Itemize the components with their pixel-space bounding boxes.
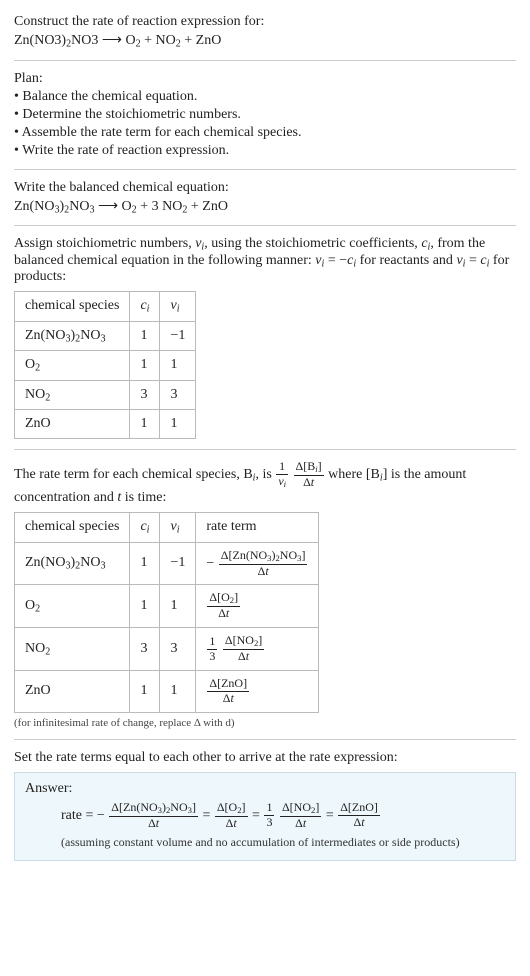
col-rate: rate term: [196, 513, 319, 543]
rate-term-table: chemical species ci νi rate term Zn(NO3)…: [14, 512, 319, 713]
divider: [14, 60, 516, 61]
table-row: NO23313 Δ[NO2]Δt: [15, 628, 319, 671]
cell-ci: 1: [130, 410, 160, 439]
cell-rate: Δ[ZnO]Δt: [196, 671, 319, 713]
plan-title: Plan:: [14, 71, 516, 87]
cell-vi: −1: [160, 542, 196, 585]
divider: [14, 739, 516, 740]
cell-ci: 1: [130, 585, 160, 628]
cell-vi: 3: [160, 628, 196, 671]
divider: [14, 225, 516, 226]
intro-pre: The rate term for each chemical species,…: [14, 467, 253, 482]
cell-vi: 3: [160, 380, 196, 410]
header-prompt: Construct the rate of reaction expressio…: [14, 14, 516, 30]
col-ci: ci: [130, 292, 160, 322]
final: Set the rate terms equal to each other t…: [14, 750, 516, 861]
answer-note: (assuming constant volume and no accumul…: [25, 835, 505, 850]
cell-species: O2: [15, 351, 130, 381]
col-vi: νi: [160, 292, 196, 322]
rate-term-intro: The rate term for each chemical species,…: [14, 460, 516, 506]
stoich-intro: Assign stoichiometric numbers, νi, using…: [14, 236, 516, 285]
cell-ci: 1: [130, 671, 160, 713]
balanced-title: Write the balanced chemical equation:: [14, 180, 516, 196]
frac-dB-dt: Δ[Bi]Δt: [294, 460, 324, 490]
answer-title: Answer:: [25, 781, 505, 797]
answer-box: Answer: rate = − Δ[Zn(NO3)2NO3]Δt = Δ[O2…: [14, 772, 516, 861]
cell-species: Zn(NO3)2NO3: [15, 542, 130, 585]
cell-vi: 1: [160, 585, 196, 628]
cell-ci: 1: [130, 321, 160, 351]
cell-vi: 1: [160, 351, 196, 381]
table-row: ZnO11Δ[ZnO]Δt: [15, 671, 319, 713]
cell-species: Zn(NO3)2NO3: [15, 321, 130, 351]
col-species: chemical species: [15, 513, 130, 543]
table-row: O211: [15, 351, 196, 381]
table-row: Zn(NO3)2NO31−1− Δ[Zn(NO3)2NO3]Δt: [15, 542, 319, 585]
balanced: Write the balanced chemical equation: Zn…: [14, 180, 516, 216]
col-ci: ci: [130, 513, 160, 543]
cell-vi: 1: [160, 410, 196, 439]
cell-species: NO2: [15, 380, 130, 410]
rate-term: The rate term for each chemical species,…: [14, 460, 516, 729]
table-header-row: chemical species ci νi rate term: [15, 513, 319, 543]
col-vi: νi: [160, 513, 196, 543]
final-title: Set the rate terms equal to each other t…: [14, 750, 516, 766]
cell-vi: −1: [160, 321, 196, 351]
cell-rate: Δ[O2]Δt: [196, 585, 319, 628]
table-header-row: chemical species ci νi: [15, 292, 196, 322]
cell-ci: 3: [130, 628, 160, 671]
rate-term-note: (for infinitesimal rate of change, repla…: [14, 717, 516, 729]
header-equation: Zn(NO3)2NO3 ⟶ O2 + NO2 + ZnO: [14, 32, 516, 50]
cell-species: O2: [15, 585, 130, 628]
stoich-table: chemical species ci νi Zn(NO3)2NO31−1 O2…: [14, 291, 196, 439]
cell-vi: 1: [160, 671, 196, 713]
balanced-equation: Zn(NO3)2NO3 ⟶ O2 + 3 NO2 + ZnO: [14, 198, 516, 216]
table-row: ZnO11: [15, 410, 196, 439]
cell-species: ZnO: [15, 671, 130, 713]
plan-item: • Balance the chemical equation.: [14, 89, 516, 105]
cell-ci: 1: [130, 542, 160, 585]
header: Construct the rate of reaction expressio…: [14, 14, 516, 50]
table-row: O211Δ[O2]Δt: [15, 585, 319, 628]
cell-species: ZnO: [15, 410, 130, 439]
plan: Plan: • Balance the chemical equation. •…: [14, 71, 516, 159]
plan-item: • Determine the stoichiometric numbers.: [14, 107, 516, 123]
cell-ci: 1: [130, 351, 160, 381]
cell-rate: 13 Δ[NO2]Δt: [196, 628, 319, 671]
answer-body: rate = − Δ[Zn(NO3)2NO3]Δt = Δ[O2]Δt = 13…: [25, 801, 505, 831]
divider: [14, 449, 516, 450]
col-species: chemical species: [15, 292, 130, 322]
intro-mid: , is: [255, 467, 275, 482]
table-row: NO233: [15, 380, 196, 410]
cell-species: NO2: [15, 628, 130, 671]
cell-rate: − Δ[Zn(NO3)2NO3]Δt: [196, 542, 319, 585]
cell-ci: 3: [130, 380, 160, 410]
frac-one-over-nu: 1νi: [276, 460, 288, 490]
stoich: Assign stoichiometric numbers, νi, using…: [14, 236, 516, 439]
plan-item: • Assemble the rate term for each chemic…: [14, 125, 516, 141]
plan-item: • Write the rate of reaction expression.: [14, 143, 516, 159]
table-row: Zn(NO3)2NO31−1: [15, 321, 196, 351]
divider: [14, 169, 516, 170]
